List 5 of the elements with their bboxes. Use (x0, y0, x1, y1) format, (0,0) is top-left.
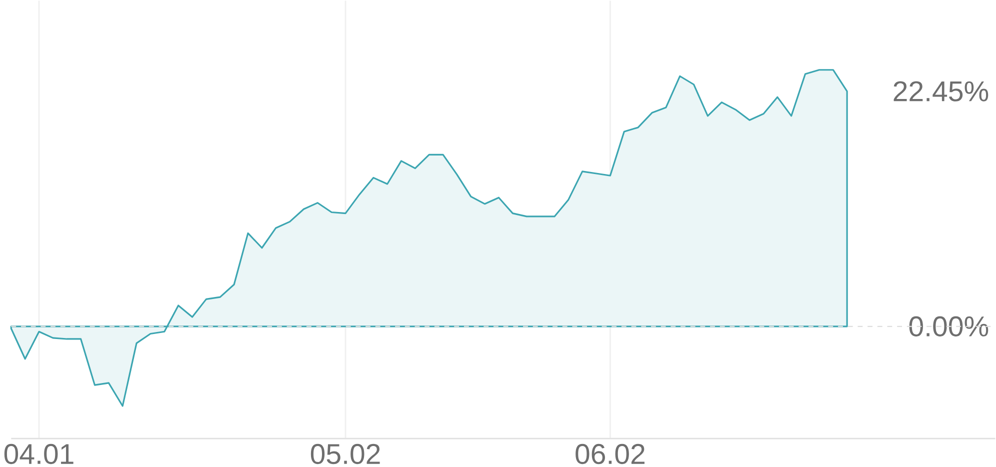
y-tick-label: 22.45% (894, 81, 988, 102)
x-tick-label: 05.02 (310, 444, 380, 464)
y-tick-label: 0.00% (909, 316, 988, 336)
x-tick-label: 04.01 (4, 444, 74, 464)
x-tick-label: 06.02 (576, 444, 644, 464)
